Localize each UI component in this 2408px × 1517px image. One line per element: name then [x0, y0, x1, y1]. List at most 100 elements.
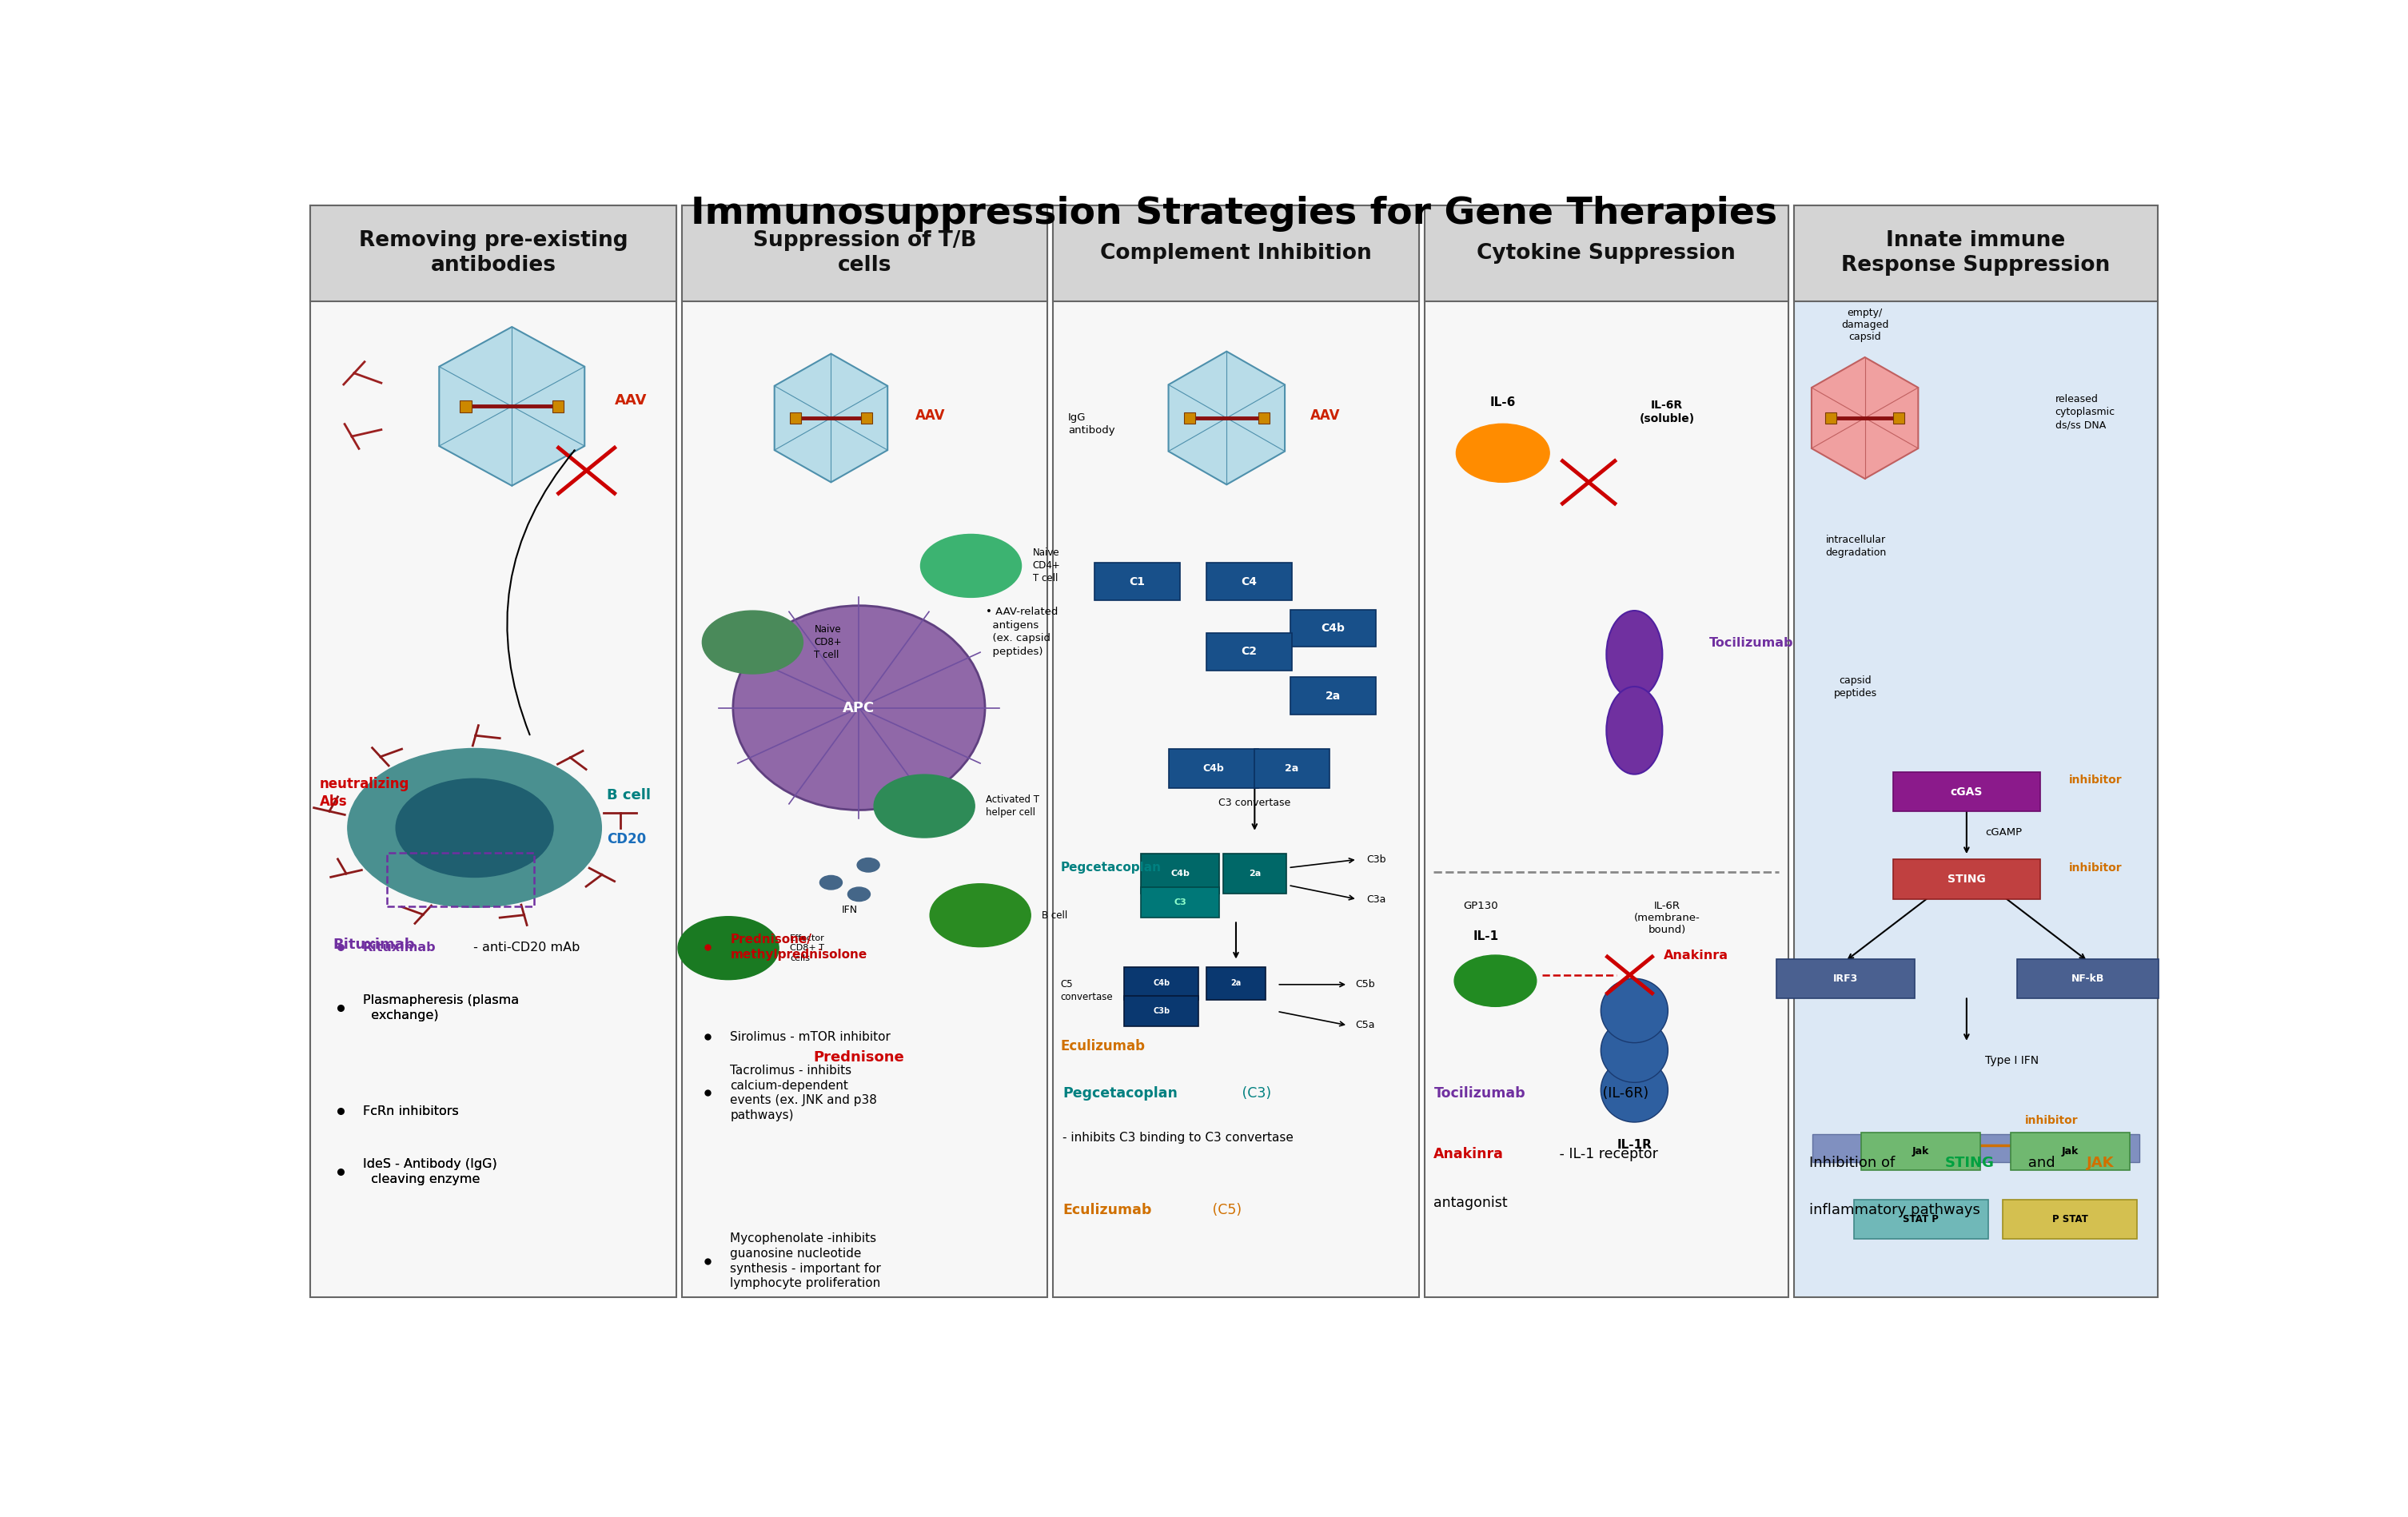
Text: C4b: C4b — [1170, 869, 1190, 877]
FancyBboxPatch shape — [1291, 610, 1375, 646]
Text: IgG
antibody: IgG antibody — [1069, 413, 1115, 435]
FancyBboxPatch shape — [1206, 633, 1293, 671]
Text: FcRn inhibitors: FcRn inhibitors — [364, 1106, 458, 1117]
Text: Naive
CD4+
T cell: Naive CD4+ T cell — [1033, 548, 1060, 584]
Text: P STAT: P STAT — [2052, 1214, 2088, 1224]
FancyBboxPatch shape — [311, 205, 677, 302]
Text: inhibitor: inhibitor — [2025, 1115, 2078, 1126]
Circle shape — [929, 884, 1031, 947]
Text: Cytokine Suppression: Cytokine Suppression — [1476, 243, 1736, 264]
FancyBboxPatch shape — [1426, 205, 1789, 302]
Text: Immunosuppression Strategies for Gene Therapies: Immunosuppression Strategies for Gene Th… — [691, 196, 1777, 232]
FancyBboxPatch shape — [1893, 860, 2040, 900]
Text: AAV: AAV — [915, 408, 944, 423]
Text: APC: APC — [843, 701, 874, 715]
Circle shape — [819, 875, 843, 889]
Text: cGAS: cGAS — [1950, 786, 1982, 798]
Text: Innate immune
Response Suppression: Innate immune Response Suppression — [1842, 231, 2109, 276]
Text: C4: C4 — [1240, 576, 1257, 587]
FancyBboxPatch shape — [1141, 854, 1218, 894]
Circle shape — [347, 748, 602, 907]
Text: Type I IFN: Type I IFN — [1984, 1054, 2040, 1066]
Text: C3b: C3b — [1368, 854, 1387, 865]
Text: • AAV-related
  antigens
  (ex. capsid
  peptides): • AAV-related antigens (ex. capsid pepti… — [985, 607, 1057, 657]
Text: STING: STING — [1948, 874, 1987, 884]
Text: IdeS - Antibody (IgG)
  cleaving enzyme: IdeS - Antibody (IgG) cleaving enzyme — [364, 1157, 496, 1186]
Text: Eculizumab: Eculizumab — [1060, 1039, 1146, 1054]
Text: IRF3: IRF3 — [1832, 974, 1859, 985]
Circle shape — [857, 859, 879, 872]
Text: - inhibits C3 binding to C3 convertase: - inhibits C3 binding to C3 convertase — [1062, 1132, 1293, 1144]
FancyBboxPatch shape — [1125, 997, 1199, 1027]
Text: 2a: 2a — [1324, 690, 1341, 701]
Text: intracellular
degradation: intracellular degradation — [1825, 536, 1885, 558]
Text: C2: C2 — [1240, 646, 1257, 657]
Text: C4b: C4b — [1322, 622, 1346, 634]
FancyBboxPatch shape — [1861, 1133, 1979, 1170]
FancyBboxPatch shape — [1168, 748, 1259, 789]
Text: CD20: CD20 — [607, 833, 645, 846]
Text: (C3): (C3) — [1238, 1086, 1271, 1100]
Text: Prednisone/
methylprednisolone: Prednisone/ methylprednisolone — [730, 933, 867, 960]
Circle shape — [920, 534, 1021, 598]
Text: 2a: 2a — [1286, 763, 1298, 774]
Text: Mycophenolate -inhibits
guanosine nucleotide
synthesis - important for
lymphocyt: Mycophenolate -inhibits guanosine nucleo… — [730, 1233, 881, 1289]
Text: C5
convertase: C5 convertase — [1060, 978, 1112, 1001]
Text: (C5): (C5) — [1209, 1203, 1243, 1217]
Text: and: and — [2023, 1156, 2059, 1171]
Ellipse shape — [1601, 1018, 1669, 1083]
FancyBboxPatch shape — [1206, 966, 1267, 1000]
FancyBboxPatch shape — [1854, 1200, 1989, 1239]
Text: C1: C1 — [1129, 576, 1146, 587]
Text: Plasmapheresis (plasma
  exchange): Plasmapheresis (plasma exchange) — [364, 994, 518, 1021]
FancyBboxPatch shape — [1257, 413, 1269, 423]
Circle shape — [679, 916, 778, 980]
FancyBboxPatch shape — [460, 400, 472, 413]
FancyBboxPatch shape — [1185, 413, 1194, 423]
FancyBboxPatch shape — [1794, 205, 2158, 1297]
Circle shape — [703, 611, 802, 674]
Text: inhibitor: inhibitor — [2068, 862, 2121, 874]
Text: Tocilizumab: Tocilizumab — [1433, 1086, 1524, 1100]
FancyBboxPatch shape — [1777, 959, 1914, 998]
Text: FcRn inhibitors: FcRn inhibitors — [364, 1106, 458, 1117]
Text: STING: STING — [1946, 1156, 1994, 1171]
Text: Removing pre-existing
antibodies: Removing pre-existing antibodies — [359, 231, 628, 276]
Text: C3: C3 — [1173, 898, 1187, 907]
Ellipse shape — [1601, 1057, 1669, 1123]
Text: C3 convertase: C3 convertase — [1218, 798, 1291, 809]
FancyBboxPatch shape — [1426, 205, 1789, 1297]
Circle shape — [1454, 956, 1536, 1007]
Text: inhibitor: inhibitor — [2068, 775, 2121, 786]
FancyArrowPatch shape — [508, 451, 576, 734]
Text: IdeS - Antibody (IgG)
  cleaving enzyme: IdeS - Antibody (IgG) cleaving enzyme — [364, 1157, 496, 1186]
FancyBboxPatch shape — [681, 205, 1047, 302]
FancyBboxPatch shape — [1052, 205, 1418, 1297]
Text: C5b: C5b — [1356, 980, 1375, 989]
Text: Anakinra: Anakinra — [1664, 950, 1729, 962]
Text: AAV: AAV — [614, 393, 648, 408]
Text: IFN: IFN — [843, 904, 857, 915]
Text: Effector
CD8+ T
cells: Effector CD8+ T cells — [790, 934, 826, 962]
Text: Anakinra: Anakinra — [1433, 1147, 1505, 1161]
Text: Prednisone: Prednisone — [814, 1050, 905, 1065]
FancyBboxPatch shape — [681, 205, 1047, 1297]
Text: Rituximab: Rituximab — [332, 938, 414, 953]
Text: cGAMP: cGAMP — [1984, 827, 2023, 837]
FancyBboxPatch shape — [2011, 1133, 2129, 1170]
Circle shape — [1457, 423, 1548, 482]
Polygon shape — [1811, 356, 1919, 479]
Ellipse shape — [1601, 978, 1669, 1042]
Ellipse shape — [1606, 687, 1662, 774]
FancyBboxPatch shape — [1255, 748, 1329, 789]
Text: inflammatory pathways: inflammatory pathways — [1808, 1203, 1979, 1217]
FancyBboxPatch shape — [1794, 205, 2158, 302]
Polygon shape — [1168, 352, 1286, 484]
Text: C5a: C5a — [1356, 1021, 1375, 1030]
Text: Plasmapheresis (plasma
  exchange): Plasmapheresis (plasma exchange) — [364, 994, 518, 1021]
Text: 2a: 2a — [1247, 869, 1262, 877]
FancyBboxPatch shape — [1125, 966, 1199, 1000]
Ellipse shape — [1606, 611, 1662, 698]
Text: B cell: B cell — [1043, 910, 1067, 921]
Text: C3a: C3a — [1368, 894, 1387, 904]
